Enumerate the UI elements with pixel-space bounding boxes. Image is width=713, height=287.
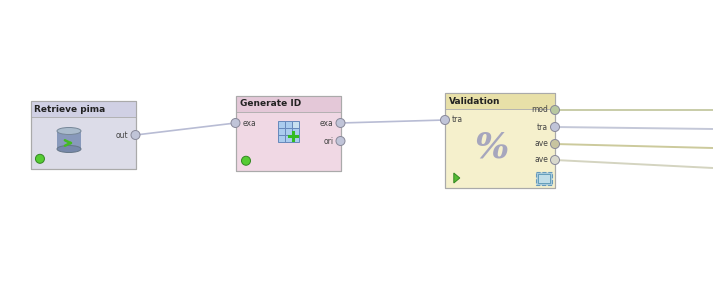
- Circle shape: [550, 139, 560, 148]
- Text: Validation: Validation: [449, 96, 501, 106]
- Bar: [284, 127, 292, 135]
- Circle shape: [550, 156, 560, 164]
- Ellipse shape: [57, 146, 81, 152]
- Text: Retrieve pima: Retrieve pima: [34, 105, 106, 114]
- Circle shape: [36, 154, 44, 163]
- Bar: [31, 101, 135, 169]
- Bar: [292, 121, 299, 127]
- Text: mod: mod: [531, 106, 548, 115]
- Circle shape: [550, 123, 560, 131]
- Bar: [445, 92, 555, 187]
- Bar: [292, 127, 299, 135]
- Text: exa: exa: [319, 119, 334, 127]
- Bar: [277, 127, 284, 135]
- Bar: [277, 135, 284, 141]
- Text: tra: tra: [452, 115, 463, 125]
- Bar: [284, 121, 292, 127]
- Text: tra: tra: [537, 123, 548, 131]
- Text: Generate ID: Generate ID: [240, 100, 301, 108]
- Bar: [538, 174, 550, 183]
- Text: %: %: [475, 131, 509, 165]
- Bar: [57, 131, 81, 149]
- Bar: [31, 101, 135, 169]
- Bar: [277, 121, 284, 127]
- Bar: [445, 92, 555, 187]
- Text: ave: ave: [534, 156, 548, 164]
- Text: out: out: [116, 131, 128, 139]
- Circle shape: [441, 115, 449, 125]
- Bar: [292, 135, 299, 141]
- Bar: [235, 96, 341, 170]
- Bar: [536, 172, 552, 185]
- Circle shape: [131, 131, 140, 139]
- Bar: [235, 96, 341, 112]
- Text: ori: ori: [324, 137, 334, 146]
- Circle shape: [336, 137, 345, 146]
- Polygon shape: [453, 173, 460, 183]
- Ellipse shape: [57, 127, 81, 135]
- Circle shape: [242, 156, 250, 165]
- Circle shape: [550, 106, 560, 115]
- Bar: [284, 135, 292, 141]
- Text: exa: exa: [242, 119, 256, 127]
- Bar: [235, 96, 341, 170]
- Text: ave: ave: [534, 139, 548, 148]
- Circle shape: [231, 119, 240, 127]
- Bar: [445, 92, 555, 108]
- Bar: [31, 101, 135, 117]
- Circle shape: [336, 119, 345, 127]
